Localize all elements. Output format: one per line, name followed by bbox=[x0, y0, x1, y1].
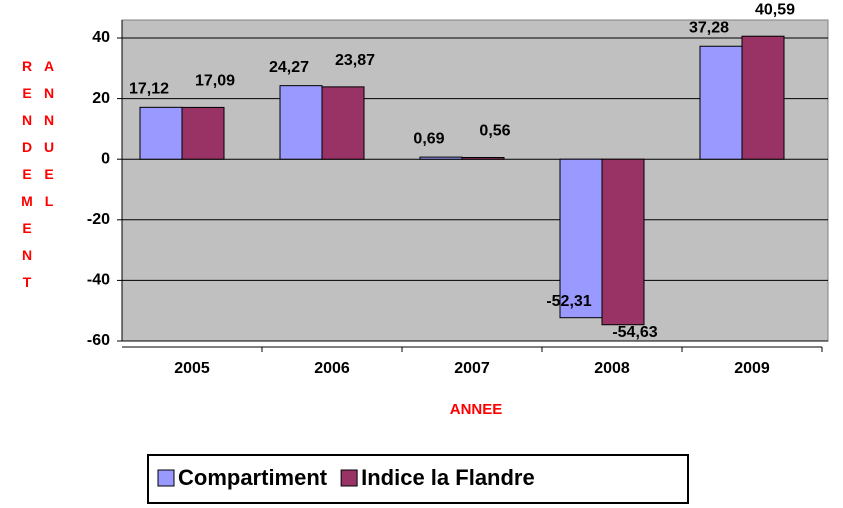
bar bbox=[321, 86, 365, 160]
bar bbox=[181, 106, 225, 160]
x-tick-label: 2007 bbox=[454, 360, 490, 377]
value-label: 17,12 bbox=[129, 81, 169, 98]
y-tick-label: 40 bbox=[92, 29, 110, 46]
x-tick-label: 2008 bbox=[594, 360, 630, 377]
bar bbox=[601, 158, 645, 326]
legend-label: Indice la Flandre bbox=[361, 465, 535, 490]
value-label: 37,28 bbox=[689, 19, 729, 36]
y-tick-label: -40 bbox=[87, 272, 110, 289]
y-tick-label: 20 bbox=[92, 90, 110, 107]
bar bbox=[139, 106, 183, 160]
value-label: 0,56 bbox=[479, 123, 510, 140]
value-label: 40,59 bbox=[755, 1, 795, 18]
bar bbox=[559, 158, 603, 319]
legend-label: Compartiment bbox=[178, 465, 328, 490]
bar bbox=[419, 156, 463, 160]
x-tick-label: 2006 bbox=[314, 360, 350, 377]
bar bbox=[741, 35, 785, 160]
y-tick-label: 0 bbox=[101, 150, 110, 167]
x-tick-label: 2005 bbox=[174, 360, 210, 377]
bar bbox=[461, 157, 505, 160]
y-axis-label: RENDEMENT ANNUEL bbox=[19, 58, 57, 301]
value-label: 24,27 bbox=[269, 59, 309, 76]
value-label: 23,87 bbox=[335, 52, 375, 69]
y-tick-label: -60 bbox=[87, 332, 110, 349]
x-axis-label: ANNEE bbox=[450, 401, 503, 418]
legend-swatch bbox=[340, 469, 358, 487]
y-tick-label: -20 bbox=[87, 211, 110, 228]
value-label: -54,63 bbox=[612, 324, 657, 341]
x-tick-label: 2009 bbox=[734, 360, 770, 377]
bar bbox=[279, 85, 323, 160]
legend-swatch bbox=[157, 469, 175, 487]
value-label: -52,31 bbox=[546, 293, 591, 310]
value-label: 0,69 bbox=[413, 130, 444, 147]
legend bbox=[147, 454, 689, 504]
bar bbox=[699, 45, 743, 160]
value-label: 17,09 bbox=[195, 73, 235, 90]
